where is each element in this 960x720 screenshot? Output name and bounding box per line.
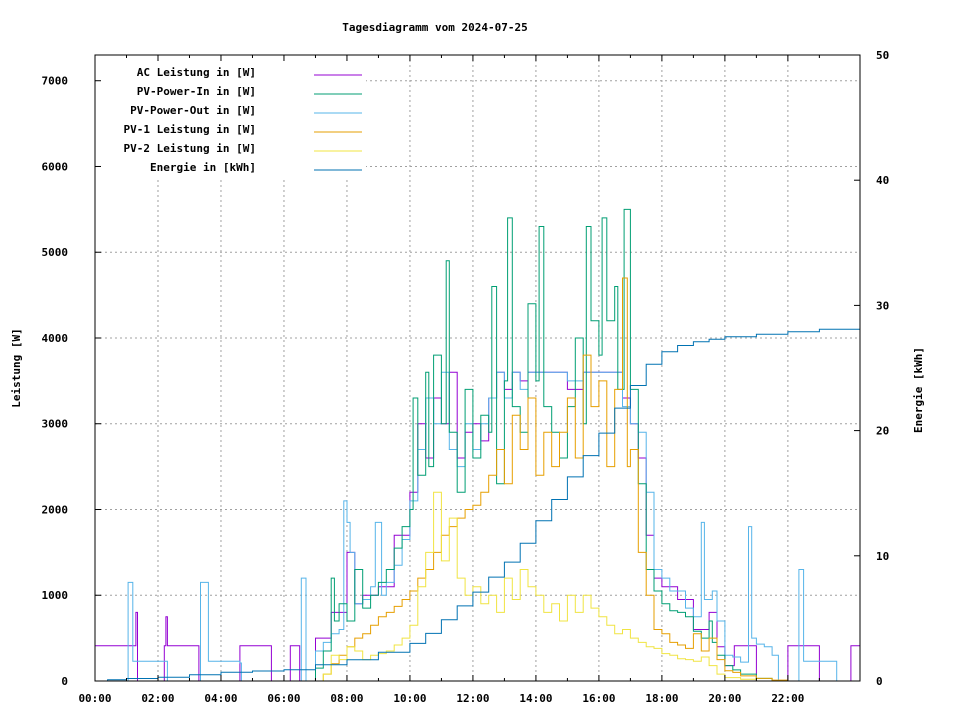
x-tick-label: 22:00 bbox=[771, 692, 804, 705]
series-line-4 bbox=[95, 491, 860, 682]
x-tick-label: 10:00 bbox=[393, 692, 426, 705]
y2-tick-label: 20 bbox=[876, 425, 889, 438]
legend-label: PV-Power-Out in [W] bbox=[130, 104, 256, 117]
legend-label: AC Leistung in [W] bbox=[137, 66, 256, 79]
y-axis-label: Leistung [W] bbox=[10, 328, 23, 407]
y2-tick-label: 10 bbox=[876, 550, 889, 563]
x-tick-label: 18:00 bbox=[645, 692, 678, 705]
x-tick-label: 14:00 bbox=[519, 692, 552, 705]
series-line-5 bbox=[95, 327, 861, 682]
chart-title: Tagesdiagramm vom 2024-07-25 bbox=[342, 21, 527, 34]
series-line-1 bbox=[95, 208, 860, 682]
y2-tick-label: 40 bbox=[876, 174, 889, 187]
plot-frame bbox=[94, 54, 861, 682]
y-tick-label: 3000 bbox=[42, 418, 69, 431]
x-tick-label: 12:00 bbox=[456, 692, 489, 705]
series-line-3 bbox=[95, 277, 860, 682]
series-group bbox=[95, 208, 861, 682]
x-tick-label: 02:00 bbox=[141, 692, 174, 705]
legend-label: Energie in [kWh] bbox=[150, 161, 256, 174]
y-tick-label: 7000 bbox=[42, 75, 69, 88]
y2-tick-label: 30 bbox=[876, 299, 889, 312]
legend-label: PV-2 Leistung in [W] bbox=[124, 142, 256, 155]
x-tick-label: 20:00 bbox=[708, 692, 741, 705]
x-tick-label: 06:00 bbox=[267, 692, 300, 705]
legend: AC Leistung in [W] PV-Power-In in [W] PV-P… bbox=[96, 56, 366, 180]
y-tick-label: 2000 bbox=[42, 503, 69, 516]
x-tick-label: 04:00 bbox=[204, 692, 237, 705]
legend-background bbox=[96, 56, 366, 180]
y-tick-label: 4000 bbox=[42, 332, 69, 345]
x-tick-label: 08:00 bbox=[330, 692, 363, 705]
legend-label: PV-Power-In in [W] bbox=[137, 85, 256, 98]
series-line-0 bbox=[95, 371, 860, 682]
x-tick-label: 16:00 bbox=[582, 692, 615, 705]
y2-tick-label: 0 bbox=[876, 675, 883, 688]
y-tick-label: 0 bbox=[61, 675, 68, 688]
y2-axis-label: Energie [kWh] bbox=[912, 347, 925, 433]
y2-tick-label: 50 bbox=[876, 49, 889, 62]
y-tick-label: 5000 bbox=[42, 246, 69, 259]
y-tick-label: 1000 bbox=[42, 589, 69, 602]
series-line-2 bbox=[95, 371, 860, 682]
x-tick-label: 00:00 bbox=[78, 692, 111, 705]
axis-ticks: 00:00 02:00 04:00 06:00 08:00 10:00 12:00 14:00… bbox=[42, 49, 890, 705]
y-tick-label: 6000 bbox=[42, 160, 69, 173]
legend-label: PV-1 Leistung in [W] bbox=[124, 123, 256, 136]
